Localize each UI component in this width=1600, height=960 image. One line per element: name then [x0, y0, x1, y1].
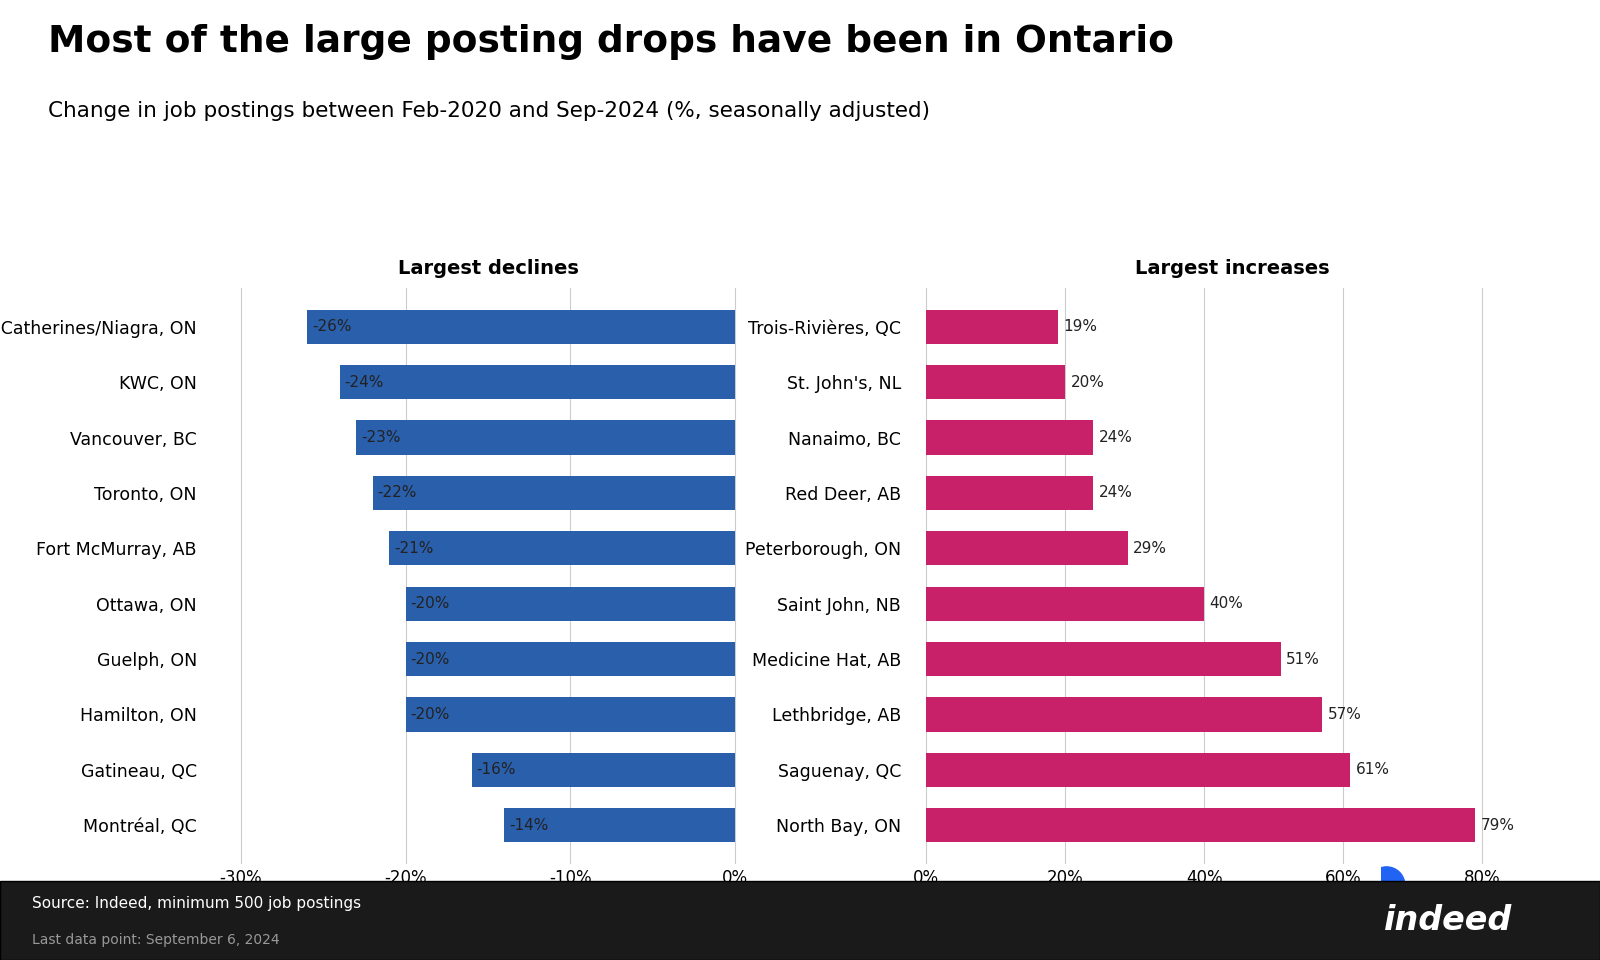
- Title: Largest declines: Largest declines: [397, 259, 579, 278]
- Bar: [472, 753, 734, 787]
- Text: -26%: -26%: [312, 320, 352, 334]
- Bar: [307, 309, 734, 344]
- Text: -16%: -16%: [477, 762, 515, 778]
- Bar: [406, 642, 734, 676]
- Text: 79%: 79%: [1482, 818, 1515, 832]
- Bar: [926, 476, 1093, 510]
- Text: -20%: -20%: [411, 707, 450, 722]
- Bar: [406, 697, 734, 732]
- Text: Change in job postings between Feb-2020 and Sep-2024 (%, seasonally adjusted): Change in job postings between Feb-2020 …: [48, 101, 930, 121]
- Text: 19%: 19%: [1064, 320, 1098, 334]
- Bar: [926, 642, 1280, 676]
- Bar: [357, 420, 734, 455]
- Bar: [926, 808, 1475, 843]
- Bar: [926, 587, 1205, 621]
- Text: 51%: 51%: [1286, 652, 1320, 666]
- Text: -23%: -23%: [362, 430, 400, 445]
- Bar: [406, 587, 734, 621]
- Text: 61%: 61%: [1355, 762, 1390, 778]
- Text: 29%: 29%: [1133, 540, 1168, 556]
- Bar: [504, 808, 734, 843]
- Text: Source: Indeed, minimum 500 job postings: Source: Indeed, minimum 500 job postings: [32, 896, 362, 911]
- Text: -24%: -24%: [344, 374, 384, 390]
- Text: -20%: -20%: [411, 652, 450, 666]
- Text: -20%: -20%: [411, 596, 450, 612]
- Text: Last data point: September 6, 2024: Last data point: September 6, 2024: [32, 933, 280, 948]
- Text: 57%: 57%: [1328, 707, 1362, 722]
- Bar: [926, 697, 1323, 732]
- Text: indeed: indeed: [1384, 904, 1512, 937]
- Text: 24%: 24%: [1099, 486, 1133, 500]
- Bar: [926, 420, 1093, 455]
- Bar: [339, 365, 734, 399]
- Text: -21%: -21%: [394, 540, 434, 556]
- Bar: [389, 531, 734, 565]
- Text: 40%: 40%: [1210, 596, 1243, 612]
- Text: 20%: 20%: [1070, 374, 1104, 390]
- Text: -14%: -14%: [509, 818, 549, 832]
- Circle shape: [1368, 867, 1405, 903]
- Bar: [373, 476, 734, 510]
- Title: Largest increases: Largest increases: [1134, 259, 1330, 278]
- Bar: [926, 531, 1128, 565]
- Bar: [926, 309, 1058, 344]
- Text: 24%: 24%: [1099, 430, 1133, 445]
- Text: Most of the large posting drops have been in Ontario: Most of the large posting drops have bee…: [48, 24, 1174, 60]
- Text: -22%: -22%: [378, 486, 418, 500]
- Bar: [926, 753, 1350, 787]
- Bar: [926, 365, 1066, 399]
